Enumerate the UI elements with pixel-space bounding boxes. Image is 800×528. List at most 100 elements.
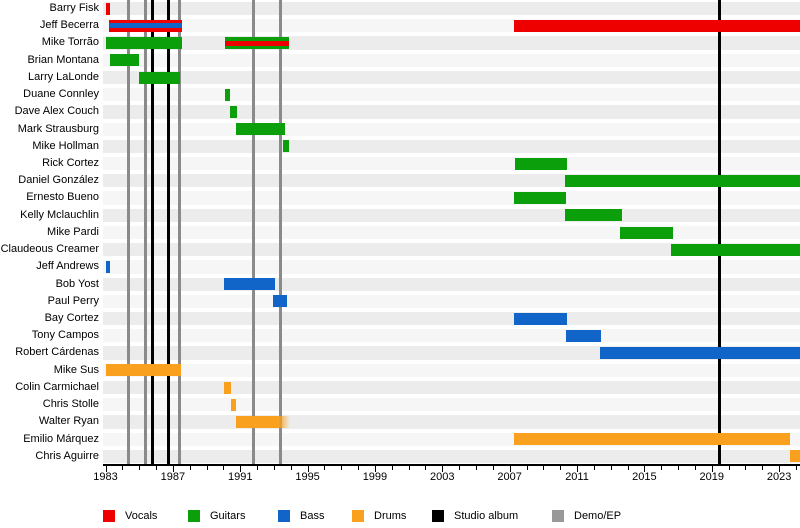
row-stripe <box>103 294 800 308</box>
row-stripe <box>103 2 800 16</box>
member-name-label: Jeff Becerra <box>39 19 99 32</box>
member-bar-guitars <box>565 209 622 222</box>
year-tick <box>105 466 107 472</box>
year-tick <box>526 466 528 470</box>
member-bar-bass <box>514 312 567 325</box>
legend-swatch-bass <box>278 510 290 522</box>
row-stripe <box>103 243 800 257</box>
member-name-label: Mike Pardi <box>47 225 99 238</box>
row-stripe <box>103 415 800 429</box>
row-stripe <box>103 157 800 171</box>
year-tick <box>206 466 208 470</box>
member-name-label: Paul Perry <box>47 294 99 307</box>
row-stripe <box>103 122 800 136</box>
year-tick <box>678 466 680 470</box>
member-name-label: Walter Ryan <box>38 415 99 428</box>
legend-swatch-studio-album <box>432 510 444 522</box>
studio-album-line <box>717 0 721 465</box>
year-tick <box>795 466 797 470</box>
member-name-label: Bob Yost <box>55 277 99 290</box>
legend-label: Demo/EP <box>574 510 622 522</box>
year-tick <box>745 466 747 470</box>
member-name-label: Ernesto Bueno <box>26 191 99 204</box>
member-name-label: Duane Connley <box>23 88 99 101</box>
member-name-label: Kelly Mclauchlin <box>20 208 99 221</box>
member-bar-guitars <box>230 105 237 118</box>
year-tick <box>442 466 444 472</box>
year-tick-label: 2015 <box>632 471 657 483</box>
member-name-label: Mike Hollman <box>32 139 99 152</box>
year-tick <box>156 466 158 470</box>
member-bar-vocals <box>514 19 800 32</box>
member-bar-drums <box>105 364 181 377</box>
member-name-label: Mike Torrão <box>41 36 99 49</box>
row-stripe <box>103 53 800 67</box>
row-stripe <box>103 260 800 274</box>
year-tick <box>560 466 562 470</box>
year-tick-label: 2003 <box>430 471 455 483</box>
legend-swatch-guitars <box>188 510 200 522</box>
member-name-label: Daniel González <box>18 174 99 187</box>
year-tick <box>694 466 696 470</box>
member-name-label: Emilio Márquez <box>23 432 99 445</box>
year-tick <box>240 466 242 472</box>
member-name-label: Chris Stolle <box>42 398 99 411</box>
member-bar-bass <box>566 329 601 342</box>
row-stripe <box>103 363 800 377</box>
member-bar-bass <box>600 347 800 360</box>
legend-label: Vocals <box>125 510 158 522</box>
member-name-label: Dave Alex Couch <box>14 105 99 118</box>
year-tick <box>425 466 427 470</box>
row-stripe <box>103 36 800 50</box>
year-tick <box>307 466 309 472</box>
year-tick <box>290 466 292 470</box>
year-tick <box>172 466 174 472</box>
year-tick <box>627 466 629 470</box>
year-tick-label: 2023 <box>766 471 792 483</box>
secondary-role-stripe-bass <box>108 23 183 29</box>
row-stripe <box>103 208 800 222</box>
member-bar-guitars <box>236 123 285 136</box>
member-name-label: Jeff Andrews <box>36 260 99 273</box>
row-stripe <box>103 398 800 412</box>
member-bar-vocals <box>108 19 183 32</box>
year-tick-label: 1987 <box>160 471 186 483</box>
year-tick-label: 2011 <box>565 471 589 483</box>
member-bar-guitars <box>110 54 140 67</box>
year-tick-label: 2007 <box>497 471 522 483</box>
member-bar-guitars <box>565 174 800 187</box>
member-bar-bass <box>105 260 110 273</box>
legend-label: Drums <box>374 510 407 522</box>
year-tick <box>189 466 191 470</box>
legend-swatch-drums <box>352 510 364 522</box>
year-tick-label: 2019 <box>699 471 724 483</box>
member-bar-bass <box>224 278 275 291</box>
year-tick <box>593 466 595 470</box>
year-tick-label: 1999 <box>362 471 388 483</box>
legend-label: Guitars <box>210 510 246 522</box>
year-tick <box>374 466 376 472</box>
year-tick <box>711 466 713 472</box>
row-stripe <box>103 191 800 205</box>
year-tick <box>257 466 259 470</box>
demo-ep-line <box>251 0 255 465</box>
member-bar-bass <box>273 295 288 308</box>
year-tick <box>122 466 124 470</box>
row-stripe <box>103 88 800 102</box>
year-tick <box>139 466 141 470</box>
year-tick <box>577 466 579 472</box>
legend-swatch-demo-ep <box>552 510 564 522</box>
member-bar-vocals <box>105 2 111 15</box>
member-name-label: Bay Cortez <box>44 312 99 324</box>
row-stripe <box>103 225 800 240</box>
year-tick <box>762 466 764 470</box>
year-tick <box>273 466 275 470</box>
member-bar-guitars <box>514 192 567 205</box>
member-name-label: Rick Cortez <box>42 157 99 169</box>
member-bar-guitars <box>139 71 181 84</box>
year-tick <box>728 466 730 470</box>
demo-ep-line <box>127 0 131 465</box>
row-stripe <box>103 380 800 395</box>
year-tick <box>223 466 225 470</box>
